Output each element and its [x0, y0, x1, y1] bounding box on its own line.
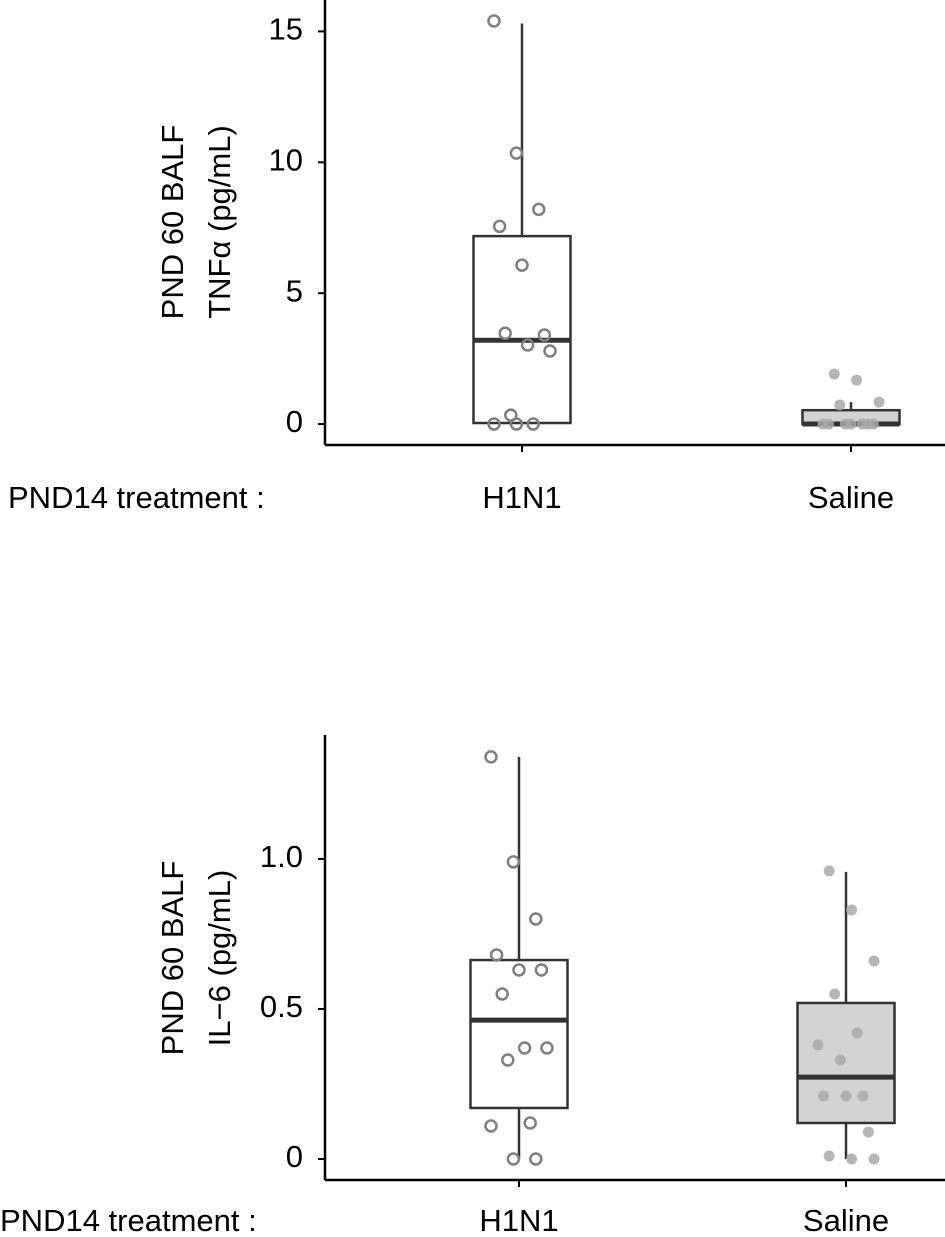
data-point	[867, 418, 879, 430]
data-point	[851, 1027, 863, 1039]
y-tick-label: 15	[269, 12, 303, 47]
data-point	[498, 326, 512, 340]
box	[472, 234, 572, 425]
data-point	[484, 750, 498, 764]
data-point	[506, 1152, 521, 1166]
data-point	[846, 1153, 858, 1165]
data-point	[487, 14, 501, 28]
data-point	[823, 1150, 835, 1162]
data-point	[512, 963, 526, 977]
data-point	[517, 1041, 532, 1055]
y-axis-title: PND 60 BALF TNFα (pg/mL)	[155, 125, 237, 320]
y-tick-label: 10	[269, 142, 303, 177]
y-axis-title-line: PND 60 BALF	[155, 125, 190, 320]
y-axis-title-line: PND 60 BALF	[155, 861, 190, 1056]
data-point	[834, 1054, 846, 1066]
y-tick-label: 5	[286, 273, 303, 308]
data-point	[543, 344, 557, 358]
x-tick-label: H1N1	[482, 480, 561, 515]
data-point	[537, 328, 552, 342]
data-point	[529, 1152, 543, 1166]
y-axis-title-line: IL−6 (pg/mL)	[202, 870, 237, 1047]
data-point	[845, 418, 857, 430]
data-point	[868, 955, 880, 967]
data-point	[526, 417, 540, 431]
x-tick-label: Saline	[808, 480, 894, 515]
data-point	[857, 1090, 869, 1102]
y-tick-label: 0	[286, 1139, 303, 1174]
data-point	[492, 219, 507, 234]
data-point	[868, 1153, 880, 1165]
data-point	[529, 912, 543, 926]
data-point	[506, 855, 521, 869]
data-point	[515, 258, 529, 272]
data-point	[501, 1053, 515, 1067]
y-axis-title-line: TNFα (pg/mL)	[202, 125, 237, 319]
data-point	[862, 1126, 874, 1138]
y-axis-title: PND 60 BALF IL−6 (pg/mL)	[155, 861, 237, 1056]
data-point	[873, 396, 885, 408]
data-point	[540, 1041, 554, 1055]
data-point	[495, 987, 509, 1001]
data-point	[823, 418, 835, 430]
data-point	[846, 904, 858, 916]
data-point	[534, 963, 549, 977]
x-tick-label: Saline	[803, 1203, 889, 1237]
data-point	[509, 417, 524, 431]
data-point	[509, 146, 524, 160]
data-point	[840, 1090, 852, 1102]
data-point	[532, 202, 546, 217]
data-point	[520, 338, 535, 352]
x-axis-title: PND14 treatment :	[8, 480, 265, 515]
x-axis-title: PND14 treatment :	[0, 1203, 257, 1237]
data-point	[828, 368, 840, 380]
data-point	[834, 399, 846, 411]
x-tick-label: H1N1	[479, 1203, 558, 1237]
box	[796, 1001, 896, 1125]
data-point	[812, 1039, 824, 1051]
y-tick-label: 0	[286, 404, 303, 439]
data-point	[489, 948, 504, 962]
data-point	[823, 865, 835, 877]
data-point	[851, 374, 863, 386]
data-point	[523, 1116, 537, 1130]
data-point	[818, 1090, 830, 1102]
data-point	[829, 988, 841, 1000]
data-point	[484, 1119, 498, 1133]
box	[469, 958, 569, 1110]
y-tick-label: 1.0	[260, 839, 303, 874]
y-tick-label: 0.5	[260, 989, 303, 1024]
data-point	[487, 417, 501, 431]
